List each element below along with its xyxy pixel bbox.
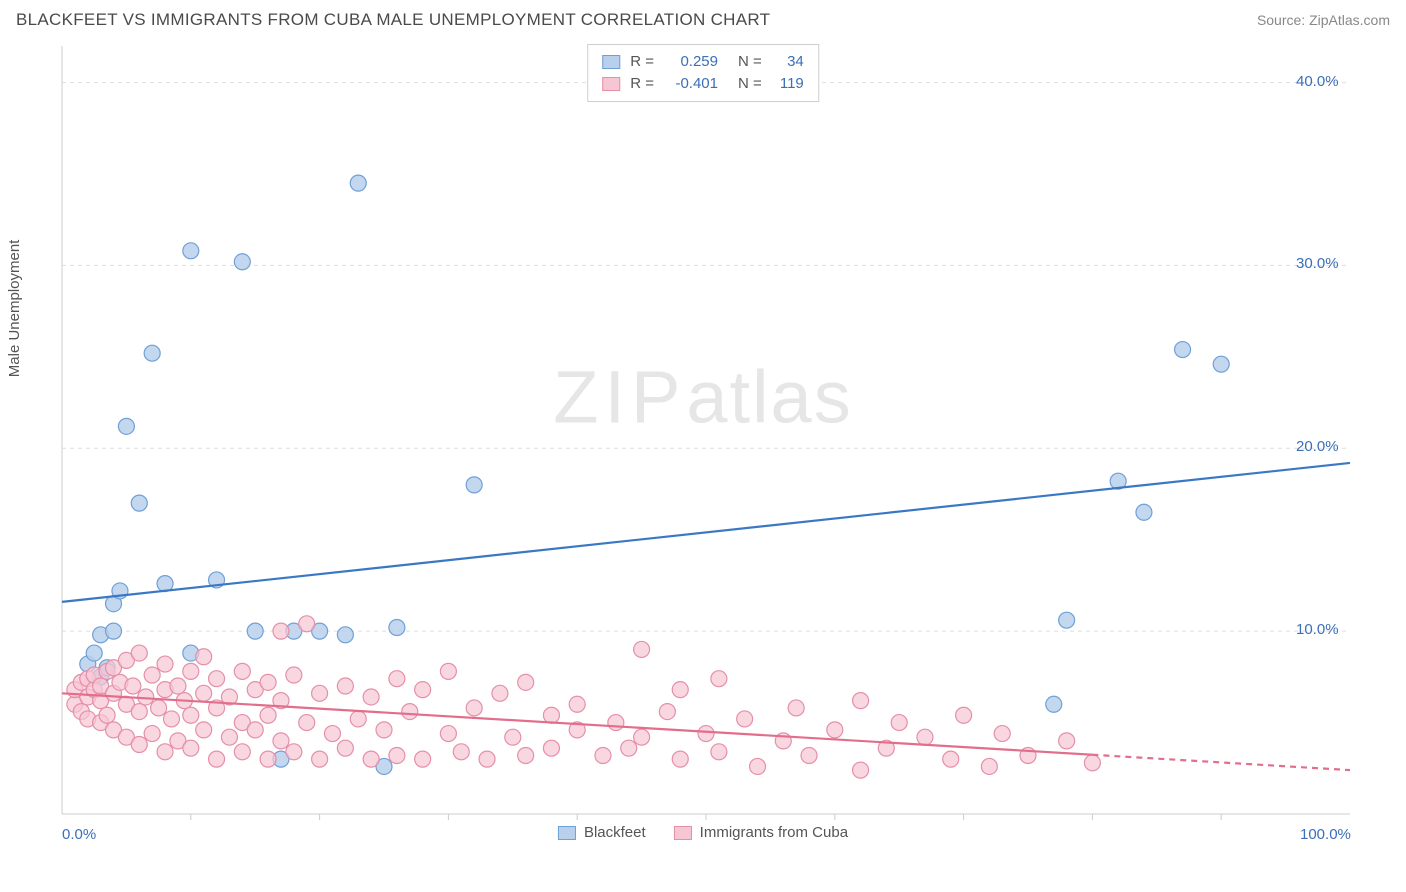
chart-title: BLACKFEET VS IMMIGRANTS FROM CUBA MALE U…: [16, 10, 770, 30]
r-value: 0.259: [664, 51, 718, 73]
r-label: R =: [630, 73, 654, 95]
x-tick-label: 100.0%: [1300, 826, 1351, 843]
y-axis-label: Male Unemployment: [6, 240, 23, 378]
series-legend: Blackfeet Immigrants from Cuba: [558, 824, 848, 841]
n-value: 34: [772, 51, 804, 73]
chart-container: Male Unemployment ZIPatlas R =0.259N =34…: [14, 36, 1392, 856]
legend-item: Immigrants from Cuba: [674, 824, 848, 841]
n-label: N =: [738, 73, 762, 95]
n-value: 119: [772, 73, 804, 95]
title-bar: BLACKFEET VS IMMIGRANTS FROM CUBA MALE U…: [0, 0, 1406, 36]
y-tick-label: 40.0%: [1296, 73, 1339, 90]
legend-label: Blackfeet: [584, 824, 646, 841]
y-tick-label: 10.0%: [1296, 621, 1339, 638]
legend-row: R = 0.259 N = 34: [602, 51, 804, 73]
legend-label: Immigrants from Cuba: [700, 824, 848, 841]
legend-swatch: [602, 77, 620, 91]
legend-row: R = -0.401 N = 119: [602, 73, 804, 95]
y-tick-label: 30.0%: [1296, 255, 1339, 272]
y-tick-label: 20.0%: [1296, 438, 1339, 455]
source-label: Source: ZipAtlas.com: [1257, 12, 1390, 28]
r-label: R =: [630, 51, 654, 73]
r-value: -0.401: [664, 73, 718, 95]
correlation-legend: R = 0.259 N = 34 R = -0.401 N = 119: [587, 44, 819, 102]
scatter-chart: [14, 36, 1364, 856]
x-tick-label: 0.0%: [62, 826, 96, 843]
n-label: N =: [738, 51, 762, 73]
legend-item: Blackfeet: [558, 824, 646, 841]
legend-swatch: [558, 826, 576, 840]
legend-swatch: [674, 826, 692, 840]
legend-swatch: [602, 55, 620, 69]
